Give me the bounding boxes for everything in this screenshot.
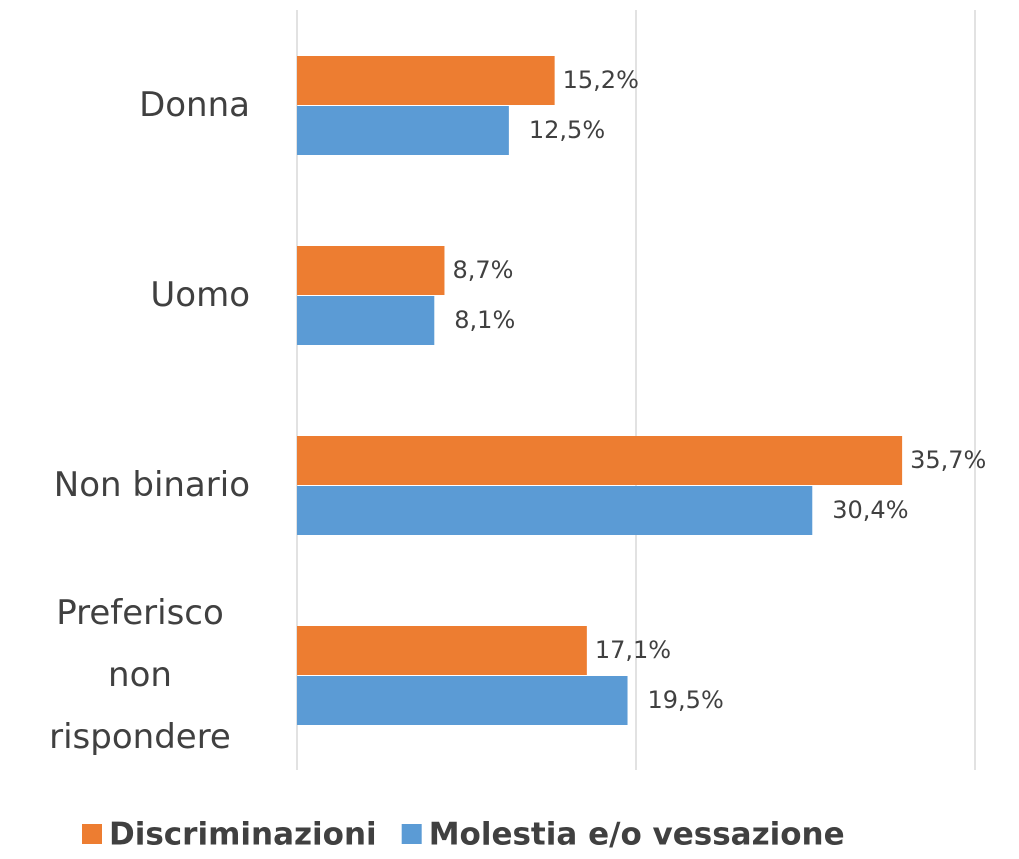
legend-label: Molestia e/o vessazione bbox=[429, 817, 845, 853]
legend-label: Discriminazioni bbox=[109, 817, 377, 853]
bar bbox=[297, 626, 587, 675]
bar bbox=[297, 486, 813, 535]
category-label: Non binario bbox=[0, 390, 250, 580]
value-label: 19,5% bbox=[648, 686, 724, 714]
value-label: 15,2% bbox=[563, 66, 639, 94]
bar bbox=[297, 106, 509, 155]
bar bbox=[297, 56, 555, 105]
bar bbox=[297, 436, 903, 485]
category-text: Uomo bbox=[150, 275, 250, 315]
category-label: Preferisco non rispondere bbox=[0, 580, 250, 770]
category-label: Uomo bbox=[0, 200, 250, 390]
value-label: 8,7% bbox=[452, 256, 513, 284]
bar bbox=[297, 676, 628, 725]
value-label: 12,5% bbox=[529, 116, 605, 144]
bar bbox=[297, 246, 445, 295]
category-text: Donna bbox=[139, 85, 250, 125]
legend-swatch bbox=[401, 824, 422, 844]
category-text: Preferisco non rispondere bbox=[49, 593, 231, 757]
value-label: 30,4% bbox=[832, 496, 908, 524]
category-label: Donna bbox=[0, 10, 250, 200]
bar bbox=[297, 296, 435, 345]
legend-swatch bbox=[82, 824, 102, 844]
value-label: 35,7% bbox=[910, 446, 986, 474]
value-label: 8,1% bbox=[454, 306, 515, 334]
value-label: 17,1% bbox=[595, 636, 671, 664]
category-text: Non binario bbox=[53, 465, 250, 505]
